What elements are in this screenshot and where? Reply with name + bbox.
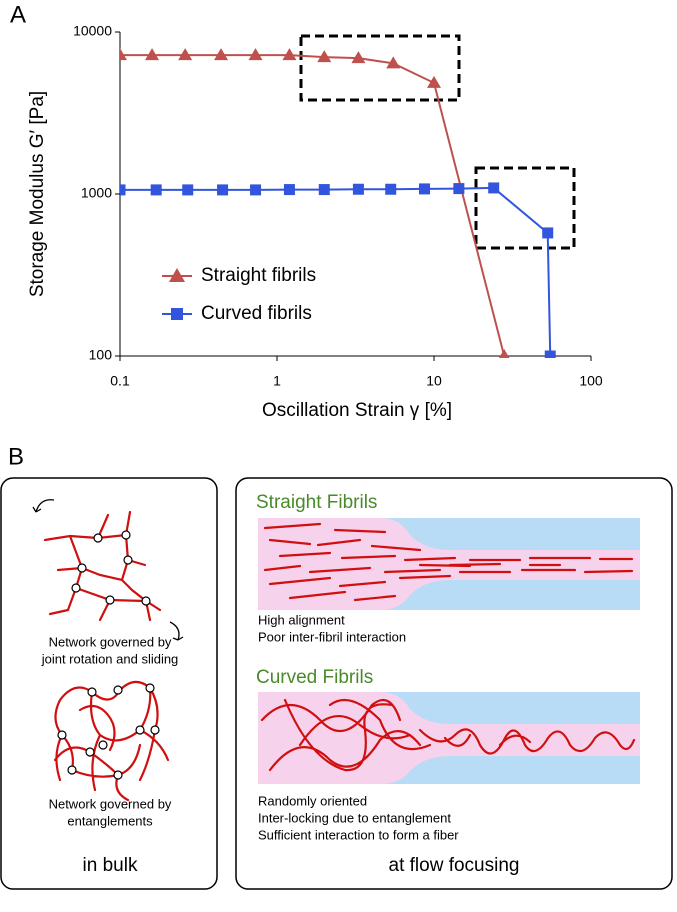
data-point bbox=[217, 184, 229, 196]
data-point bbox=[318, 184, 330, 196]
y-tick-label: 1000 bbox=[81, 185, 112, 201]
data-point bbox=[427, 75, 441, 88]
data-point bbox=[214, 48, 229, 61]
x-axis-label: Oscillation Strain γ [%] bbox=[262, 400, 452, 421]
data-point bbox=[386, 56, 401, 69]
x-tick-label: 10 bbox=[426, 373, 442, 389]
curved-channel bbox=[258, 692, 640, 784]
straight-channel bbox=[258, 518, 640, 610]
y-axis-label: Storage Modulus G′ [Pa] bbox=[27, 91, 48, 297]
panel-label: B bbox=[8, 443, 24, 470]
data-point bbox=[544, 350, 556, 358]
box-footer: in bulk bbox=[83, 855, 138, 876]
note: Randomly oriented bbox=[258, 793, 367, 808]
data-point bbox=[317, 50, 332, 63]
highlight-box bbox=[299, 34, 461, 102]
data-point bbox=[498, 349, 510, 358]
data-point bbox=[150, 184, 162, 196]
panel-label: A bbox=[10, 1, 26, 28]
legend-marker bbox=[171, 308, 183, 320]
data-point bbox=[145, 48, 160, 61]
y-tick-label: 100 bbox=[89, 347, 113, 363]
caption: Network governed by bbox=[49, 796, 172, 811]
data-point bbox=[488, 182, 500, 194]
data-point bbox=[282, 48, 297, 61]
legend-label: Straight fibrils bbox=[201, 265, 316, 286]
bulk-box bbox=[0, 477, 218, 890]
section-title: Curved Fibrils bbox=[256, 667, 373, 688]
legend-label: Curved fibrils bbox=[201, 303, 312, 324]
note: High alignment bbox=[258, 612, 345, 627]
data-point bbox=[178, 48, 193, 61]
straight-network bbox=[32, 499, 184, 641]
series-line bbox=[120, 186, 552, 357]
caption: entanglements bbox=[67, 813, 153, 828]
flow-box bbox=[235, 477, 673, 890]
data-point bbox=[419, 183, 431, 195]
x-tick-label: 1 bbox=[273, 373, 281, 389]
data-point bbox=[352, 183, 364, 195]
note: Inter-locking due to entanglement bbox=[258, 810, 451, 825]
data-point bbox=[385, 183, 397, 195]
highlight-box bbox=[474, 166, 576, 250]
box-footer: at flow focusing bbox=[389, 855, 520, 876]
data-point bbox=[351, 51, 366, 64]
section-title: Straight Fibrils bbox=[256, 492, 377, 513]
data-point bbox=[250, 184, 262, 196]
legend-marker bbox=[169, 268, 185, 282]
x-tick-label: 0.1 bbox=[110, 373, 130, 389]
x-tick-label: 100 bbox=[579, 373, 603, 389]
curved-network bbox=[53, 680, 170, 802]
data-point bbox=[283, 184, 295, 196]
data-point bbox=[120, 184, 126, 196]
y-tick-label: 10000 bbox=[73, 23, 112, 39]
note: Poor inter-fibril interaction bbox=[258, 629, 406, 644]
caption: joint rotation and sliding bbox=[41, 651, 179, 666]
data-point bbox=[120, 48, 127, 61]
note: Sufficient interaction to form a fiber bbox=[258, 827, 459, 842]
caption: Network governed by bbox=[49, 634, 172, 649]
data-point bbox=[248, 48, 263, 61]
data-point bbox=[453, 183, 465, 195]
data-point bbox=[542, 227, 554, 239]
plot-area bbox=[120, 48, 556, 358]
data-point bbox=[182, 184, 194, 196]
